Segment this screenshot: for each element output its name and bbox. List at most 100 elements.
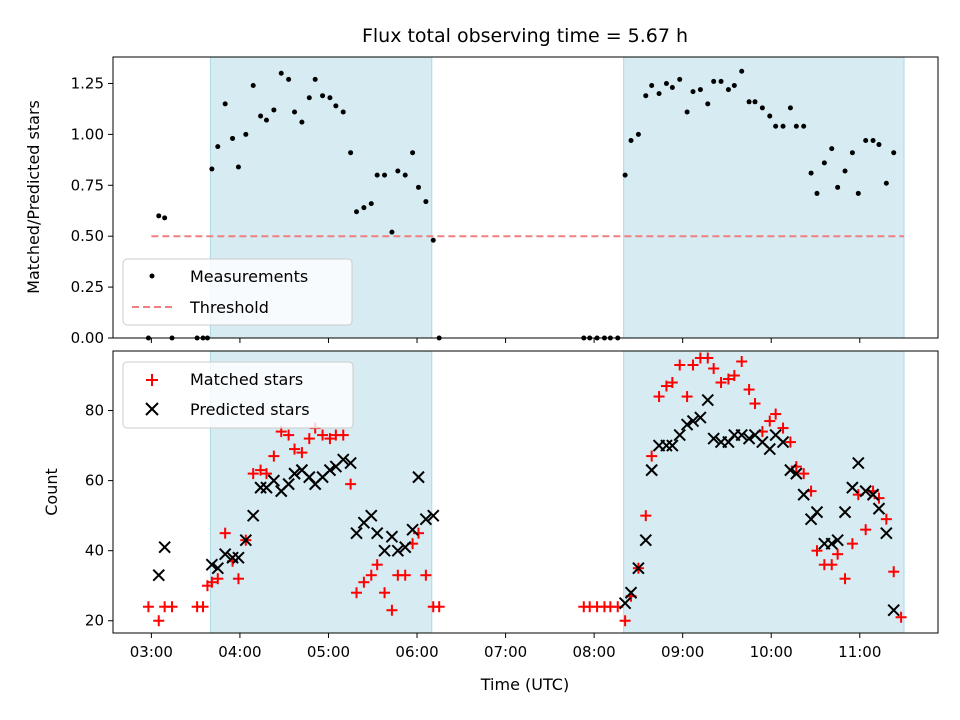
top-y-axis-ticks: 0.00 0.25 0.50 0.75 1.00 1.25 [71, 74, 113, 347]
matched-star-point [268, 450, 280, 462]
measurement-point [235, 164, 241, 170]
predicted-star-point [158, 540, 171, 554]
measurement-point [814, 190, 820, 196]
matched-star-point [255, 464, 267, 476]
measurement-point [684, 109, 690, 115]
measurement-point [863, 137, 869, 143]
measurement-point [759, 105, 765, 111]
matched-star-point [640, 510, 652, 522]
observing-bands [209, 350, 905, 634]
matched-star-point [324, 433, 336, 445]
matched-star-point [687, 359, 699, 371]
matched-star-point [860, 524, 872, 536]
y-tick-label: 1.00 [71, 125, 104, 143]
measurement-point [222, 101, 228, 107]
measurement-point [669, 85, 675, 91]
predicted-star-point [639, 533, 652, 547]
predicted-star-point [776, 435, 790, 449]
matched-star-point [399, 569, 411, 581]
bottom-y-axis-label: Count [42, 468, 61, 516]
measurement-point [263, 117, 269, 123]
predicted-star-point [337, 453, 350, 466]
matched-star-point [653, 391, 665, 403]
measurement-point [374, 172, 380, 178]
x-tick-label: 04:00 [218, 643, 261, 661]
predicted-star-point [694, 411, 707, 424]
predicted-star-point [880, 526, 893, 540]
predicted-star-point [239, 533, 253, 547]
measurement-point [271, 107, 277, 113]
matched-star-point [811, 545, 823, 557]
measurement-point [250, 83, 256, 89]
y-tick-label: 20 [85, 612, 104, 630]
x-tick-label: 07:00 [484, 643, 527, 661]
matched-star-point [142, 601, 154, 613]
matched-star-point [708, 363, 720, 375]
measurement-point [780, 123, 786, 129]
matched-star-point [832, 548, 844, 560]
measurement-point [855, 190, 861, 196]
predicted-star-point [370, 526, 384, 540]
legend-measurements-label: Measurements [190, 267, 308, 286]
matched-star-point [260, 468, 272, 480]
measurement-point [767, 113, 773, 119]
predicted-star-point [673, 428, 686, 442]
matched-star-point [337, 429, 349, 441]
bottom-x-axis-label: Time (UTC) [480, 675, 569, 694]
panel-ratio: 0.00 0.25 0.50 0.75 1.00 1.25 Matched/Predict… [24, 56, 939, 347]
measurement-point [711, 78, 717, 84]
predicted-star-point [267, 474, 281, 487]
measurement-point [299, 119, 305, 125]
measurement-point [306, 95, 312, 101]
chart-title: Flux total observing time = 5.67 h [362, 25, 688, 47]
measurement-point [430, 237, 436, 243]
matched-star-point [826, 559, 838, 571]
measurement-point [808, 170, 814, 176]
measurement-point [883, 180, 889, 186]
predicted-star-point [790, 467, 803, 480]
matched-star-point [880, 513, 892, 525]
measurement-point [643, 93, 649, 99]
bottom-plot-frame [112, 350, 939, 634]
measurement-point [842, 168, 848, 174]
legend-predicted-marker [145, 402, 159, 416]
predicted-star-point [399, 540, 412, 554]
x-tick-label: 08:00 [573, 643, 616, 661]
predicted-star-point [810, 505, 824, 519]
y-tick-label: 0.50 [71, 227, 104, 245]
matched-star-point [784, 436, 796, 448]
measurement-point [835, 184, 841, 190]
measurement-point [423, 199, 429, 205]
measurement-point [718, 78, 724, 84]
measurement-point [793, 123, 799, 129]
matched-star-point [888, 566, 900, 578]
predicted-star-point [211, 561, 224, 575]
predicted-star-point [406, 523, 419, 536]
predicted-star-point [350, 526, 363, 540]
measurement-point [382, 172, 388, 178]
x-tick-label: 10:00 [750, 643, 793, 661]
measurement-point [402, 172, 408, 178]
predicted-star-point [701, 393, 714, 407]
measurement-point [416, 184, 422, 190]
matched-star-point [206, 576, 218, 588]
matched-star-point [303, 433, 315, 445]
y-tick-label: 0.25 [71, 278, 104, 296]
matched-star-point [219, 527, 231, 539]
matched-star-point [317, 429, 329, 441]
measurement-point [705, 101, 711, 107]
predicted-star-point [632, 561, 645, 575]
x-tick-label: 11:00 [838, 643, 881, 661]
predicted-star-point [365, 509, 378, 522]
matched-star-point [619, 615, 631, 627]
measurement-point [340, 109, 346, 115]
measurement-point [348, 150, 354, 156]
predicted-star-point [323, 463, 337, 477]
matched-star-point [722, 373, 734, 385]
predicted-star-point [686, 414, 700, 428]
measurement-point [690, 89, 696, 95]
predicted-star-point [887, 604, 900, 617]
matched-star-point [674, 359, 686, 371]
matched-star-point [212, 573, 224, 585]
